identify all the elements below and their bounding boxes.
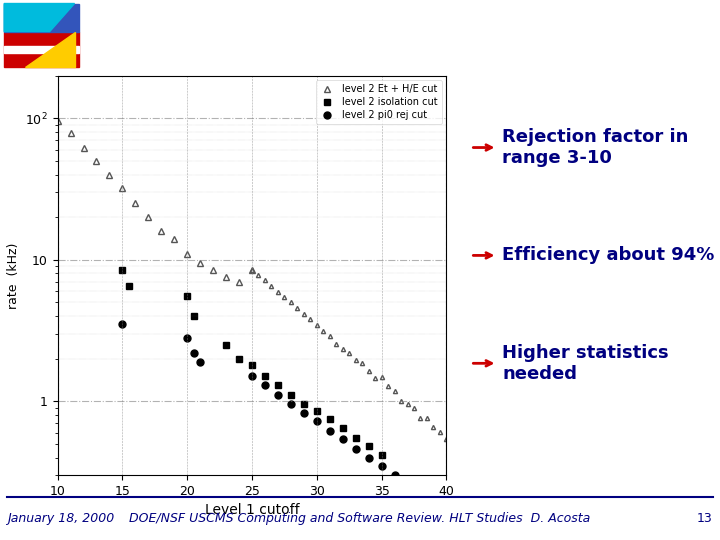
level 2 pi0 rej cut: [312, 418, 321, 424]
level 2 isolation cut: [325, 416, 334, 422]
level 2 Et + H/E cut: [157, 227, 166, 234]
Text: January 18, 2000: January 18, 2000: [7, 511, 114, 525]
level 2 isolation cut: [287, 392, 295, 399]
level 2 pi0 rej cut: [274, 392, 282, 399]
level 2 isolation cut: [364, 443, 373, 450]
level 2 isolation cut: [235, 355, 243, 362]
level 2 pi0 rej cut: [287, 401, 295, 408]
level 2 isolation cut: [189, 313, 198, 319]
level 2 Et + H/E cut: [209, 266, 217, 273]
level 2 isolation cut: [351, 435, 360, 441]
level 2 Et + H/E cut: [92, 158, 101, 164]
Line: level 2 Et + H/E cut: level 2 Et + H/E cut: [55, 119, 255, 285]
level 2 Et + H/E cut: [79, 144, 88, 151]
level 2 isolation cut: [248, 362, 256, 368]
level 2 pi0 rej cut: [325, 427, 334, 434]
Text: Higher statistics
needed: Higher statistics needed: [503, 344, 669, 383]
level 2 Et + H/E cut: [118, 185, 127, 192]
level 2 Et + H/E cut: [222, 274, 230, 281]
Polygon shape: [4, 3, 75, 31]
Bar: [4, 45, 78, 52]
Line: level 2 isolation cut: level 2 isolation cut: [119, 266, 385, 458]
Y-axis label: rate  (kHz): rate (kHz): [6, 242, 19, 308]
level 2 Et + H/E cut: [66, 130, 75, 137]
Text: Efficiency about 94%: Efficiency about 94%: [503, 246, 715, 265]
level 2 isolation cut: [274, 382, 282, 388]
level 2 isolation cut: [125, 283, 133, 289]
level 2 Et + H/E cut: [105, 171, 114, 178]
Text: 13: 13: [697, 511, 713, 525]
level 2 isolation cut: [183, 293, 192, 300]
level 2 pi0 rej cut: [261, 382, 269, 388]
level 2 Et + H/E cut: [53, 118, 62, 125]
level 2 Et + H/E cut: [131, 200, 140, 207]
level 2 pi0 rej cut: [351, 446, 360, 452]
level 2 isolation cut: [377, 451, 386, 458]
level 2 isolation cut: [118, 266, 127, 273]
level 2 isolation cut: [338, 424, 347, 431]
level 2 Et + H/E cut: [248, 266, 256, 273]
level 2 pi0 rej cut: [377, 462, 386, 469]
level 2 isolation cut: [222, 342, 230, 348]
Legend: level 2 Et + H/E cut, level 2 isolation cut, level 2 pi0 rej cut: level 2 Et + H/E cut, level 2 isolation …: [316, 80, 441, 124]
level 2 pi0 rej cut: [183, 335, 192, 341]
Line: level 2 pi0 rej cut: level 2 pi0 rej cut: [119, 321, 398, 478]
level 2 pi0 rej cut: [300, 410, 308, 417]
level 2 Et + H/E cut: [170, 236, 179, 242]
level 2 pi0 rej cut: [196, 359, 204, 365]
Polygon shape: [24, 31, 75, 66]
level 2 Et + H/E cut: [183, 251, 192, 257]
level 2 Et + H/E cut: [196, 260, 204, 266]
level 2 pi0 rej cut: [248, 373, 256, 380]
X-axis label: Level 1 cutoff: Level 1 cutoff: [204, 503, 300, 517]
level 2 isolation cut: [300, 401, 308, 408]
level 2 pi0 rej cut: [189, 349, 198, 356]
Bar: [4, 31, 78, 66]
level 2 isolation cut: [261, 373, 269, 380]
level 2 isolation cut: [312, 408, 321, 414]
Bar: [4, 3, 78, 31]
Text: L2 Single e/γ Trigger Rate: L2 Single e/γ Trigger Rate: [188, 21, 633, 50]
Text: DOE/NSF USCMS Computing and Software Review. HLT Studies  D. Acosta: DOE/NSF USCMS Computing and Software Rev…: [130, 511, 590, 525]
level 2 Et + H/E cut: [144, 214, 153, 220]
Text: Rejection factor in
range 3-10: Rejection factor in range 3-10: [503, 128, 688, 167]
level 2 pi0 rej cut: [338, 436, 347, 442]
level 2 Et + H/E cut: [235, 279, 243, 285]
level 2 pi0 rej cut: [118, 321, 127, 327]
level 2 pi0 rej cut: [390, 472, 399, 478]
level 2 pi0 rej cut: [364, 454, 373, 461]
